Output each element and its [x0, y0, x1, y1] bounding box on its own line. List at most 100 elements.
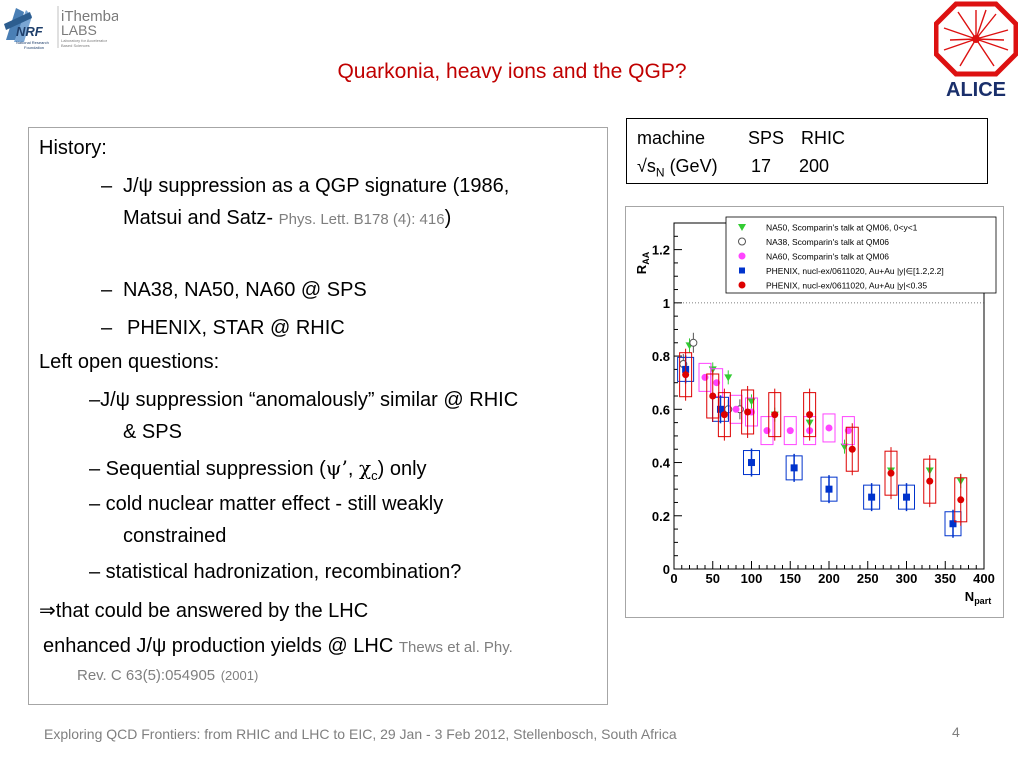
legend-label: PHENIX, nucl-ex/0611020, Au+Au |y|∈[1.2,…	[766, 266, 944, 276]
legend-label: NA38, Scomparin's talk at QM06	[766, 237, 889, 247]
data-point	[748, 459, 755, 467]
raa-chart: 0 50 100 150 200 250 300 350 400 0 0.2 0.4 0.6 0.8 1 1.…	[634, 216, 997, 606]
svg-text:iThemba: iThemba	[61, 8, 118, 25]
data-point	[926, 477, 934, 485]
legend-marker	[738, 252, 746, 260]
x-tick-label: 300	[896, 571, 918, 586]
x-tick-label: 250	[857, 571, 879, 586]
y-axis-label: RAA	[634, 251, 651, 274]
data-point	[825, 485, 833, 493]
data-point	[949, 520, 957, 528]
data-point	[717, 405, 724, 413]
data-point	[709, 392, 717, 400]
bullet-rhic: PHENIX, STAR @ RHIC	[127, 317, 345, 339]
data-point	[790, 464, 798, 472]
chi-subscript: c	[371, 468, 378, 483]
gev-unit: (GeV)	[664, 156, 718, 176]
table-header-machine: machine	[637, 128, 706, 148]
x-tick-label: 100	[741, 571, 763, 586]
data-point	[747, 398, 756, 406]
open-questions-heading: Left open questions:	[39, 351, 220, 373]
history-heading: History:	[39, 137, 107, 159]
table-row-label: √sN (GeV)	[637, 155, 718, 184]
legend-marker	[738, 224, 746, 231]
data-point	[825, 424, 833, 432]
data-point	[744, 408, 752, 416]
question-anomalous-line1: –J/ψ suppression “anomalously” similar @…	[89, 389, 519, 411]
legend-label: NA50, Scomparin's talk at QM06, 0<y<1	[766, 223, 918, 233]
data-point	[701, 373, 709, 381]
reference-thews-part1: Thews et al. Phy.	[398, 639, 513, 656]
bullet-jpsi-line2: Matsui and Satz- Phys. Lett. B178 (4): 4…	[123, 206, 451, 232]
legend-box	[725, 216, 997, 294]
sequential-text: – Sequential suppression (	[89, 458, 326, 480]
svg-text:NRF: NRF	[16, 24, 44, 39]
data-point	[720, 411, 728, 419]
enhanced-text: enhanced J/ψ production yields @ LHC	[43, 635, 394, 657]
table-cell-sps: 17	[751, 156, 772, 176]
x-tick-label: 0	[670, 571, 677, 586]
raa-chart-frame: 0 50 100 150 200 250 300 350 400 0 0.2 0.4 0.6 0.8 1 1.…	[625, 206, 1004, 618]
x-axis-label: Npart	[965, 589, 991, 606]
bullet-jpsi-close: )	[444, 207, 452, 229]
error-box	[783, 416, 797, 446]
x-tick-label: 50	[706, 571, 720, 586]
data-point	[724, 374, 733, 382]
y-tick-label: 0.2	[652, 509, 670, 524]
implies-arrow-icon: ⇒	[39, 598, 56, 622]
legend-marker	[738, 237, 746, 246]
chi-symbol: χ	[359, 456, 372, 480]
data-point	[848, 445, 856, 453]
data-point	[868, 493, 876, 501]
bullet-dash: –	[101, 317, 113, 339]
svg-text:LABS: LABS	[61, 22, 97, 38]
table-cell-rhic: 200	[799, 156, 830, 176]
sqrt-s-symbol: √s	[637, 156, 656, 176]
energy-table: machine SPS RHIC √sN (GeV) 17 200	[626, 118, 988, 184]
question-statistical: – statistical hadronization, recombinati…	[89, 561, 462, 583]
bullet-sps: NA38, NA50, NA60 @ SPS	[123, 279, 367, 301]
table-header-sps: SPS	[748, 128, 785, 148]
question-sequential: – Sequential suppression (ψ’, χc) only	[89, 456, 427, 488]
legend-marker	[738, 281, 746, 289]
content-textbox: History: – J/ψ suppression as a QGP sign…	[28, 127, 608, 705]
svg-text:Laboratory for Accelerator: Laboratory for Accelerator	[61, 38, 108, 43]
reference-thews-year: (2001)	[220, 668, 259, 683]
y-tick-label: 0.6	[652, 402, 670, 417]
sqrt-s-subscript: N	[655, 165, 665, 180]
data-point	[732, 405, 740, 413]
svg-text:Based Sciences: Based Sciences	[61, 43, 90, 48]
reference-thews-part2: Rev. C 63(5):054905	[77, 667, 216, 684]
alice-logo: ALICE	[934, 1, 1018, 100]
svg-text:National Research: National Research	[16, 40, 49, 45]
bullet-jpsi-authors: Matsui and Satz-	[123, 207, 274, 229]
data-point	[887, 469, 895, 477]
footer-text: Exploring QCD Frontiers: from RHIC and L…	[44, 726, 677, 742]
y-axis-label-subscript: AA	[641, 251, 651, 264]
y-tick-label: 0	[663, 562, 670, 577]
y-tick-label: 0.8	[652, 349, 670, 364]
error-box	[710, 368, 724, 398]
lhc-text: that could be answered by the LHC	[55, 600, 369, 622]
data-point	[806, 411, 814, 419]
separator: ,	[347, 458, 359, 480]
data-point	[771, 411, 779, 419]
data-point	[682, 371, 690, 379]
reference-matsui-satz: Phys. Lett. B178 (4): 416	[278, 211, 445, 228]
psi-prime-symbol: ψ’	[325, 456, 348, 480]
legend-label: PHENIX, nucl-ex/0611020, Au+Au |y|<0.35	[766, 281, 927, 291]
slide-title: Quarkonia, heavy ions and the QGP?	[337, 60, 687, 83]
bullet-dash: –	[101, 175, 113, 197]
x-tick-label: 200	[818, 571, 840, 586]
page-number: 4	[952, 724, 960, 740]
svg-text:Foundation: Foundation	[24, 45, 44, 50]
error-box	[841, 416, 855, 446]
bullet-jpsi-line1: J/ψ suppression as a QGP signature (1986…	[123, 175, 510, 197]
legend-label: NA60, Scomparin's talk at QM06	[766, 252, 889, 262]
nrf-ithemba-logo: NRF National Research Foundation iThemba…	[4, 6, 118, 50]
x-tick-label: 400	[973, 571, 995, 586]
data-point	[957, 496, 965, 504]
lhc-statement: ⇒that could be answered by the LHC	[39, 598, 368, 623]
y-tick-label: 1.2	[652, 243, 670, 258]
error-box	[760, 416, 774, 446]
